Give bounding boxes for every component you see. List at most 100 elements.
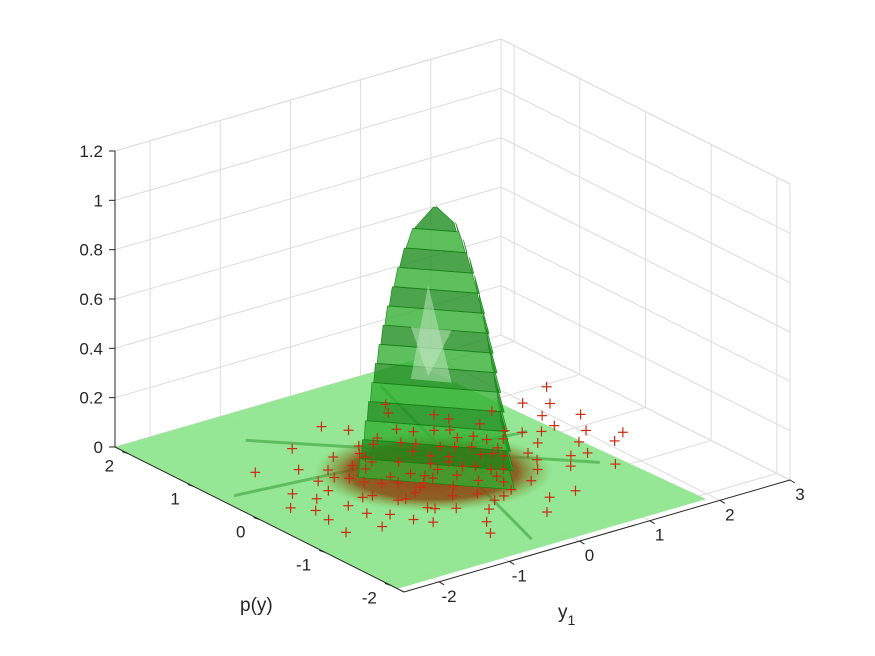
surface-band — [405, 222, 466, 253]
sample-point — [451, 503, 462, 514]
sample-point — [383, 407, 394, 418]
x-tick-label: 3 — [795, 485, 804, 504]
sample-point — [447, 490, 458, 501]
sample-point — [343, 425, 354, 436]
sample-point — [323, 514, 334, 525]
sample-point — [408, 426, 419, 437]
sample-point — [575, 409, 586, 420]
sample-point — [487, 448, 498, 459]
sample-point — [410, 438, 421, 449]
sample-point — [475, 449, 486, 460]
sample-point — [422, 502, 433, 513]
sample-point — [380, 399, 391, 410]
sample-point — [517, 427, 528, 438]
x-tick — [789, 479, 796, 484]
sample-point — [443, 457, 454, 468]
box-edge — [114, 38, 502, 152]
sample-point — [532, 464, 543, 475]
sample-point — [418, 477, 429, 488]
y-tick — [253, 517, 260, 520]
sample-point — [344, 473, 355, 484]
sample-point — [393, 456, 404, 467]
sample-point — [313, 476, 324, 487]
x-tick — [719, 499, 726, 504]
sample-point — [328, 452, 339, 463]
surface-band — [388, 275, 484, 314]
sample-point — [523, 448, 534, 459]
sample-point — [517, 398, 528, 409]
sample-point — [377, 521, 388, 532]
sample-point — [570, 485, 581, 496]
sample-point — [448, 481, 459, 492]
x-tick — [509, 561, 515, 565]
sample-point — [323, 464, 334, 475]
sample-point — [287, 488, 298, 499]
surface-highlight — [410, 284, 452, 383]
sample-point — [360, 463, 371, 474]
surface-band — [399, 239, 473, 274]
z-tick-label: 0.2 — [79, 389, 103, 408]
sample-point — [544, 492, 555, 503]
y-axis-ticks: -2 -1 0 1 2 — [105, 451, 392, 607]
x-tick-label: 0 — [585, 546, 594, 565]
z-tick-label: 1.2 — [79, 142, 103, 161]
surface-band — [393, 257, 479, 294]
sample-point — [457, 461, 468, 472]
sample-point — [353, 440, 364, 451]
sample-point — [358, 476, 369, 487]
sample-point — [393, 477, 404, 488]
sample-point — [408, 514, 419, 525]
sample-point — [429, 503, 440, 514]
sample-point — [532, 454, 543, 465]
sample-point — [549, 420, 560, 431]
sample-point — [452, 432, 463, 443]
sample-point — [451, 470, 462, 481]
sample-point — [429, 409, 440, 420]
sample-point — [316, 421, 327, 432]
y-axis-label: p(y) — [240, 595, 273, 616]
sample-point — [472, 488, 483, 499]
sample-point — [581, 425, 592, 436]
sample-point — [499, 425, 510, 436]
sample-point — [486, 464, 497, 475]
sample-markers — [250, 381, 628, 539]
z-tick-label: 1 — [94, 191, 103, 210]
sample-point — [367, 490, 378, 501]
sample-point — [428, 517, 439, 528]
sample-point — [481, 516, 492, 527]
sample-point — [323, 485, 334, 496]
sample-point — [541, 507, 552, 518]
sample-point — [425, 450, 436, 461]
sample-point — [536, 426, 547, 437]
x-axis-label: y1 — [558, 602, 576, 628]
x-tick-label: 1 — [655, 526, 664, 545]
sample-point — [343, 500, 354, 511]
sample-point — [400, 493, 411, 504]
sample-point — [443, 413, 454, 424]
sample-point — [329, 472, 340, 483]
density-surface — [358, 205, 515, 491]
x-tick — [649, 520, 655, 525]
sample-point — [481, 434, 492, 445]
sample-point — [427, 473, 438, 484]
sample-point — [489, 495, 500, 506]
y-tick-label: 1 — [170, 490, 179, 509]
sample-point — [366, 456, 377, 467]
y-tick-label: 0 — [236, 523, 245, 542]
sample-point — [361, 508, 372, 519]
x-axis-line — [403, 479, 791, 593]
z-tick-label: 0 — [94, 438, 103, 457]
sample-point — [372, 432, 383, 443]
x-tick — [438, 581, 445, 586]
sample-point — [347, 460, 358, 471]
sample-point — [385, 471, 396, 482]
y-tick — [384, 582, 392, 586]
sample-point — [407, 446, 418, 457]
sample-point — [484, 504, 495, 515]
z-tick-label: 0.6 — [79, 290, 103, 309]
sample-point — [617, 427, 628, 438]
y-tick — [187, 484, 194, 488]
sample-point — [498, 464, 509, 475]
sample-point — [429, 425, 440, 436]
sample-point — [506, 484, 517, 495]
